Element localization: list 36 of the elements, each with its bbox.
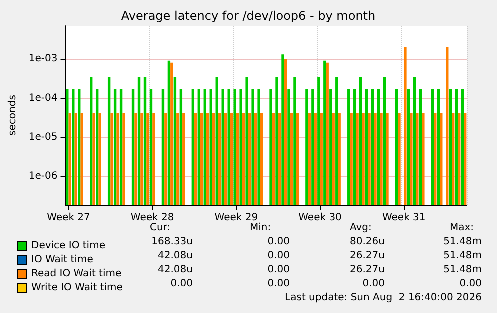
text: Last update: Sun Aug 2 16:40:00 2026 [285,292,482,304]
x-tick-label: Week 31 [382,212,426,224]
legend-label: Device IO time [32,240,106,252]
x-tick-label: Week 27 [47,212,90,224]
text: 0.00 [362,278,385,290]
text: Cur: [150,222,171,234]
y-tick-label: 1e-03 [28,54,58,65]
legend-label: Read IO Wait time [32,268,122,280]
text: 42.08u [158,264,193,276]
text: 0.00 [268,250,290,262]
text: 0.00 [268,278,290,290]
text: Min: [250,222,272,234]
x-tick-label: Week 29 [214,212,258,224]
y-tick-label: 1e-05 [28,132,58,144]
y-tick-label: 1e-06 [28,171,58,182]
text: 168.33u [152,236,193,248]
y-tick-label: 1e-04 [28,92,58,104]
legend-label: IO Wait time [32,254,94,266]
text: 51.48m [444,236,482,248]
text: 51.48m [444,250,482,262]
text: 0.00 [268,264,290,276]
text: Max: [450,222,474,234]
y-axis-title: seconds [8,95,18,136]
text: 0.00 [268,236,290,248]
text: Avg: [350,222,372,234]
legend-label: Write IO Wait time [32,282,123,294]
text: 26.27u [350,264,385,276]
text: 42.08u [158,250,193,262]
x-tick-label: Week 30 [298,212,342,224]
chart-title: Average latency for /dev/loop6 - by month [121,9,376,23]
text: 26.27u [350,250,385,262]
text: 0.00 [170,278,193,290]
text: 80.26u [350,236,385,248]
text: 51.48m [444,264,482,276]
x-tick-label: Week 28 [130,212,174,224]
text: 0.00 [460,278,482,290]
